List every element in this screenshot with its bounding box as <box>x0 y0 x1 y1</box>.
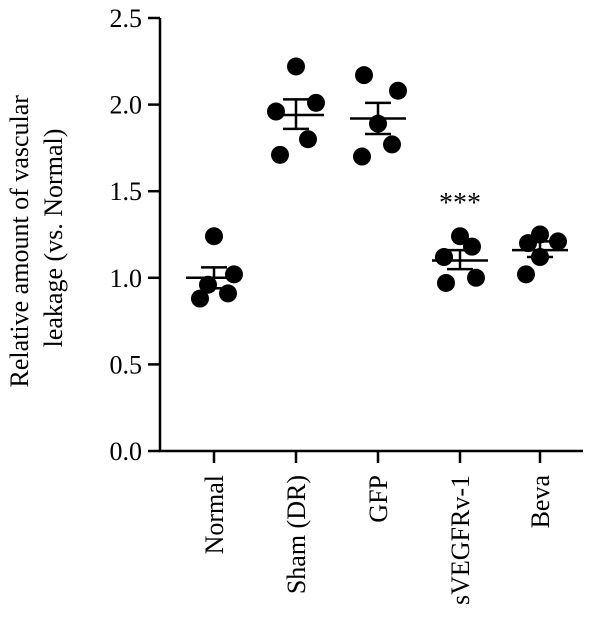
y-tick-label: 2.5 <box>110 4 143 33</box>
data-point <box>451 227 469 246</box>
data-point <box>531 225 549 244</box>
data-point <box>389 81 407 100</box>
data-point <box>549 232 567 251</box>
data-point <box>287 57 305 76</box>
group-0 <box>186 227 243 308</box>
group-2 <box>350 66 407 166</box>
data-point <box>191 289 209 308</box>
significance-label: *** <box>439 188 481 219</box>
data-point <box>353 147 371 166</box>
y-tick-label: 2.0 <box>110 91 143 120</box>
y-tick-label: 0.0 <box>110 437 143 466</box>
data-point <box>355 66 373 85</box>
y-tick-label: 1.0 <box>110 264 143 293</box>
data-point <box>267 102 285 121</box>
group-4 <box>512 225 568 284</box>
plot-area: *** <box>186 57 568 308</box>
y-axis-label-line-1: Relative amount of vascular <box>5 95 34 388</box>
data-point <box>299 130 317 149</box>
data-point <box>205 227 223 246</box>
x-tick-label: Beva <box>526 475 555 529</box>
data-point <box>383 135 401 154</box>
x-tick-label: Sham (DR) <box>282 475 311 594</box>
data-point <box>271 145 289 164</box>
y-axis-label-line-2: leakage (vs. Normal) <box>39 129 68 348</box>
x-tick-label: GFP <box>364 475 393 523</box>
group-1 <box>267 57 325 164</box>
y-tick-label: 0.5 <box>110 350 143 379</box>
x-tick-label: Normal <box>200 475 229 554</box>
x-axis: Normal Sham (DR) GFP sVEGFRv-1 Beva <box>159 449 583 605</box>
y-axis-label: Relative amount of vascular leakage (vs.… <box>5 89 68 388</box>
data-point <box>307 93 325 112</box>
data-point <box>517 265 535 284</box>
data-point <box>225 265 243 284</box>
data-point <box>437 273 455 292</box>
data-point <box>467 268 485 287</box>
y-tick-label: 1.5 <box>110 177 143 206</box>
y-axis: 0.0 0.5 1.0 1.5 2.0 2.5 <box>110 4 162 466</box>
x-tick-label: sVEGFRv-1 <box>446 475 475 605</box>
group-3: *** <box>432 188 488 292</box>
